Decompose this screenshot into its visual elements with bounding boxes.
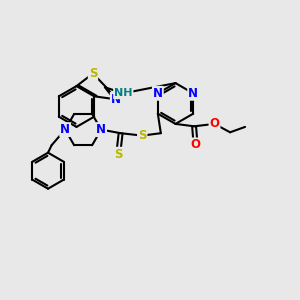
Text: N: N [188, 87, 198, 100]
Text: N: N [153, 87, 163, 100]
Text: N: N [111, 93, 121, 106]
Text: S: S [138, 129, 146, 142]
Text: O: O [209, 117, 220, 130]
Text: N: N [60, 123, 70, 136]
Text: N: N [96, 123, 106, 136]
Text: S: S [114, 148, 122, 161]
Text: NH: NH [114, 88, 133, 98]
Text: O: O [190, 138, 201, 152]
Text: S: S [89, 67, 97, 80]
